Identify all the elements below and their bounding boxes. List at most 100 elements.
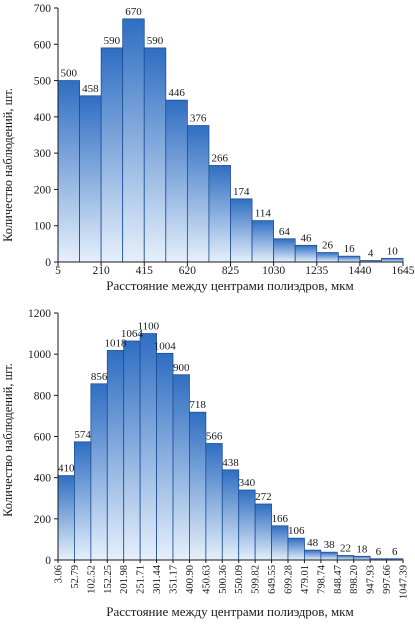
bar [106, 350, 125, 561]
bar [156, 352, 174, 561]
bar [123, 340, 141, 561]
bar-value-label: 590 [104, 35, 121, 47]
chart-1-x-axis-ticks: 5 210 415 620 825 1030 1235 1440 1645 [55, 262, 415, 277]
bar-value-label: 1004 [154, 340, 177, 352]
bar-value-label: 410 [58, 463, 75, 475]
bar [221, 469, 240, 561]
x-tick-label: 210 [93, 265, 111, 277]
x-tick-label: 1645 [392, 265, 415, 277]
x-tick-label: 1235 [305, 265, 328, 277]
chart-2-x-axis-ticks: 3.06 52.79 102.52 152.25 201.98 251.71 301.44 3… [54, 560, 410, 599]
bar-value-label: 1100 [138, 321, 160, 333]
bar [337, 255, 361, 263]
bar [57, 475, 75, 561]
bar-value-label: 856 [91, 371, 108, 383]
y-tick-label: 600 [34, 432, 52, 444]
y-tick-label: 600 [34, 39, 52, 51]
bar-value-label: 446 [168, 87, 185, 99]
chart-1-y-axis-label: Количество наблюдений, шт. [1, 88, 15, 242]
x-tick-label: 5 [55, 265, 61, 277]
bar-value-label: 272 [255, 491, 272, 503]
x-tick-label: 351.17 [169, 565, 180, 594]
bar-value-label: 10 [387, 245, 399, 257]
y-tick-label: 1200 [28, 308, 51, 320]
y-tick-label: 0 [45, 555, 51, 567]
bar [100, 47, 124, 263]
bar [294, 244, 318, 263]
bar-value-label: 174 [233, 186, 250, 198]
bar-value-label: 438 [222, 457, 239, 469]
y-tick-label: 400 [34, 473, 52, 485]
bar-value-label: 1018 [105, 337, 128, 349]
bar-value-label: 38 [324, 539, 336, 551]
bar-value-label: 574 [74, 429, 91, 441]
bar-value-label: 500 [61, 68, 78, 80]
y-tick-label: 200 [34, 514, 52, 526]
x-tick-label: 947.93 [366, 565, 377, 594]
x-tick-label: 201.98 [119, 565, 130, 594]
bar [139, 333, 157, 561]
y-tick-label: 1000 [28, 349, 51, 361]
x-tick-label: 798.74 [316, 564, 327, 594]
bar [79, 95, 102, 263]
chart-1-x-axis-label: Расстояние между центрами полиэдров, мкм [106, 278, 353, 293]
bar-value-label: 670 [125, 6, 142, 18]
bar [381, 257, 404, 263]
bar-value-label: 4 [368, 248, 374, 260]
x-tick-label: 415 [136, 265, 154, 277]
bar [273, 238, 296, 263]
bar-value-label: 590 [147, 35, 164, 47]
bar-value-label: 376 [190, 113, 207, 125]
y-tick-label: 300 [34, 148, 52, 160]
chart-2-bars [57, 333, 404, 561]
chart-2-y-axis-ticks: 0 200 400 600 800 1000 1200 [28, 308, 58, 567]
bar-value-label: 18 [356, 543, 368, 555]
bar-value-label: 22 [340, 542, 351, 554]
y-tick-label: 100 [34, 221, 52, 233]
x-tick-label: 301.44 [152, 564, 163, 594]
bar [336, 555, 355, 561]
bar [320, 551, 338, 561]
chart-1-bars [57, 18, 404, 263]
bar-value-label: 6 [376, 546, 382, 558]
bar-value-label: 900 [173, 362, 190, 374]
x-tick-label: 550.09 [234, 565, 245, 594]
x-tick-label: 699.28 [284, 565, 295, 594]
y-tick-label: 500 [34, 76, 52, 88]
x-tick-label: 848.47 [333, 565, 344, 594]
x-tick-label: 825 [222, 265, 240, 277]
x-tick-label: 620 [179, 265, 197, 277]
bar-value-label: 48 [307, 537, 319, 549]
chart-1-value-labels: 500 458 590 670 590 446 376 266 174 114 64 46 26 16 4 1… [61, 6, 399, 260]
bar [353, 555, 371, 561]
bar [57, 80, 80, 263]
x-tick-label: 400.90 [185, 565, 196, 594]
bar [230, 198, 253, 263]
bar [271, 525, 289, 561]
chart-2-y-axis-label: Количество наблюдений, шт. [1, 363, 15, 517]
bar-value-label: 266 [211, 152, 228, 164]
x-tick-label: 102.52 [86, 565, 97, 594]
bar [205, 443, 223, 561]
bar-value-label: 340 [239, 477, 256, 489]
x-tick-label: 251.71 [136, 565, 147, 594]
x-tick-label: 500.36 [218, 565, 229, 594]
x-tick-label: 152.25 [103, 565, 114, 594]
bar [90, 383, 108, 561]
x-tick-label: 52.79 [70, 565, 81, 589]
y-tick-label: 0 [45, 257, 51, 269]
y-tick-label: 800 [34, 390, 52, 402]
x-tick-label: 599.82 [251, 565, 262, 594]
bar [304, 549, 322, 561]
x-tick-label: 479.01 [300, 565, 311, 594]
bar-value-label: 566 [206, 431, 223, 443]
bar-value-label: 6 [392, 546, 398, 558]
bar-value-label: 458 [82, 83, 99, 95]
bar [74, 441, 92, 561]
bar-value-label: 16 [344, 243, 356, 255]
bar [189, 411, 207, 561]
